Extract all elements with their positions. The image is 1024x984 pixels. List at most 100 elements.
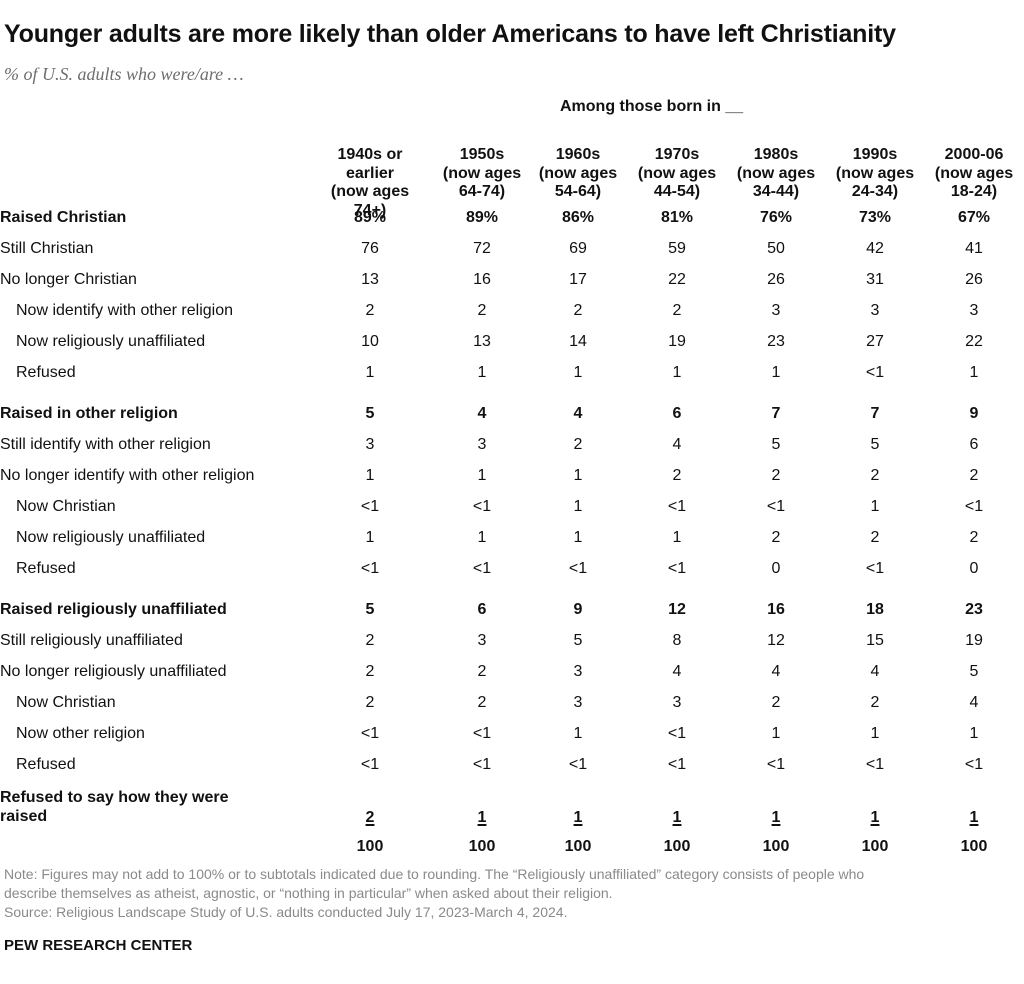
table-cell: 1 [870,725,880,742]
table-cell: 89% [353,209,387,226]
column-header-line: 34-44) [752,183,800,200]
table-row: Still identify with other religion 3 3 2 4 5 5… [0,429,1024,460]
table-cell: 19 [668,333,686,350]
row-label: No longer identify with other religion [0,467,255,484]
table-cell: 100 [762,838,790,855]
table-row: No longer identify with other religion 1 1… [0,460,1024,491]
table-cell: 67% [957,209,991,226]
column-header-line: (now ages [538,164,618,182]
table-cell: 2 [672,467,682,484]
table-cell: 2 [771,529,781,546]
table-cell: <1 [667,756,687,773]
row-label: Still religiously unaffiliated [0,632,183,649]
table-cell: <1 [360,560,380,577]
chart-subtitle: % of U.S. adults who were/are … [4,64,244,84]
table-cell: 0 [771,560,781,577]
table-cell: 1 [477,809,487,826]
table-cell: 12 [668,601,686,618]
table-row: Now Christian 2 2 3 3 2 2 4 [0,687,1024,718]
table-cell: 9 [573,601,583,618]
table-cell: <1 [472,725,492,742]
table-cell: 17 [569,271,587,288]
table-cell: 2 [365,809,375,826]
table-row: Still Christian 76 72 69 59 50 42 41 [0,233,1024,264]
table-cell: 27 [866,333,884,350]
table-cell: 1 [573,364,583,381]
column-header-line: 64-74) [458,183,506,200]
table-cell: 2 [477,663,487,680]
table-cell: 13 [473,333,491,350]
column-header-line: (now ages [736,164,816,182]
column-header: 1980s (now ages 34-44) [722,146,830,202]
table-cell: 3 [477,632,487,649]
table-cell: 2 [771,467,781,484]
row-label: Now Christian [16,694,116,711]
table-cell: 2 [870,467,880,484]
table-cell: 4 [870,663,880,680]
table-row: Raised in other religion 5 4 4 6 7 7 9 [0,398,1024,429]
table-cell: 1 [771,725,781,742]
table-cell: 1 [672,809,682,826]
table-cell: 4 [573,405,583,422]
footer-brand: PEW RESEARCH CENTER [4,937,193,954]
table-cell: 2 [672,302,682,319]
column-header-line: (now ages 74+) [330,183,410,219]
table-cell: 1 [573,809,583,826]
source-line: Source: Religious Landscape Study of U.S… [4,904,568,920]
row-label: Now identify with other religion [16,302,233,319]
table-cell: 26 [767,271,785,288]
table-cell: 100 [468,838,496,855]
table-cell: 5 [771,436,781,453]
column-header-line: (now ages [835,164,915,182]
row-label: Refused [16,756,76,773]
table-cell: 100 [663,838,691,855]
column-header-line: 1950s [459,146,505,163]
table-cell: <1 [865,560,885,577]
table-cell: 5 [365,405,375,422]
table-row: Now religiously unaffiliated 10 13 14 19 23 27… [0,326,1024,357]
table-cell: 9 [969,405,979,422]
table-cell: 3 [365,436,375,453]
table-cell: 2 [365,663,375,680]
table-cell: 4 [477,405,487,422]
row-label: Now religiously unaffiliated [16,529,206,546]
table-row: Now other religion <1 <1 1 <1 1 1 1 [0,718,1024,749]
table-cell: <1 [667,560,687,577]
table-row: Refused <1 <1 <1 <1 <1 <1 <1 [0,749,1024,780]
table-cell: 4 [672,663,682,680]
table-cell: 2 [365,632,375,649]
table-cell: 41 [965,240,983,257]
column-header-line: (now ages [637,164,717,182]
note-line: Note: Figures may not add to 100% or to … [4,866,865,882]
column-header: 1950s (now ages 64-74) [428,146,536,202]
table-row: 100 100 100 100 100 100 100 [0,831,1024,862]
table-cell: 76 [361,240,379,257]
table-cell: 1 [870,809,880,826]
column-header-line: (now ages [442,164,522,182]
notes: Note: Figures may not add to 100% or to … [4,865,1020,922]
table-cell: 42 [866,240,884,257]
row-label: Still Christian [0,240,94,257]
table-cell: <1 [360,498,380,515]
table-cell: 2 [969,529,979,546]
table-cell: 1 [771,364,781,381]
table-cell: <1 [472,498,492,515]
table-cell: <1 [472,756,492,773]
table-cell: <1 [360,725,380,742]
column-header-line: 18-24) [950,183,998,200]
table-cell: 50 [767,240,785,257]
table-row: Refused to say how they were raised 2 1 1 1 1… [0,788,1024,828]
row-label: Refused [16,364,76,381]
table-cell: 1 [672,364,682,381]
table-cell: 1 [969,809,979,826]
column-header-line: earlier [345,164,395,182]
table-cell: 1 [969,725,979,742]
table-cell: 26 [965,271,983,288]
table-cell: 7 [870,405,880,422]
table-cell: 10 [361,333,379,350]
table-cell: <1 [766,756,786,773]
table-cell: 1 [771,809,781,826]
column-header-line: 2000-06 [944,146,1004,163]
table-cell: <1 [568,756,588,773]
